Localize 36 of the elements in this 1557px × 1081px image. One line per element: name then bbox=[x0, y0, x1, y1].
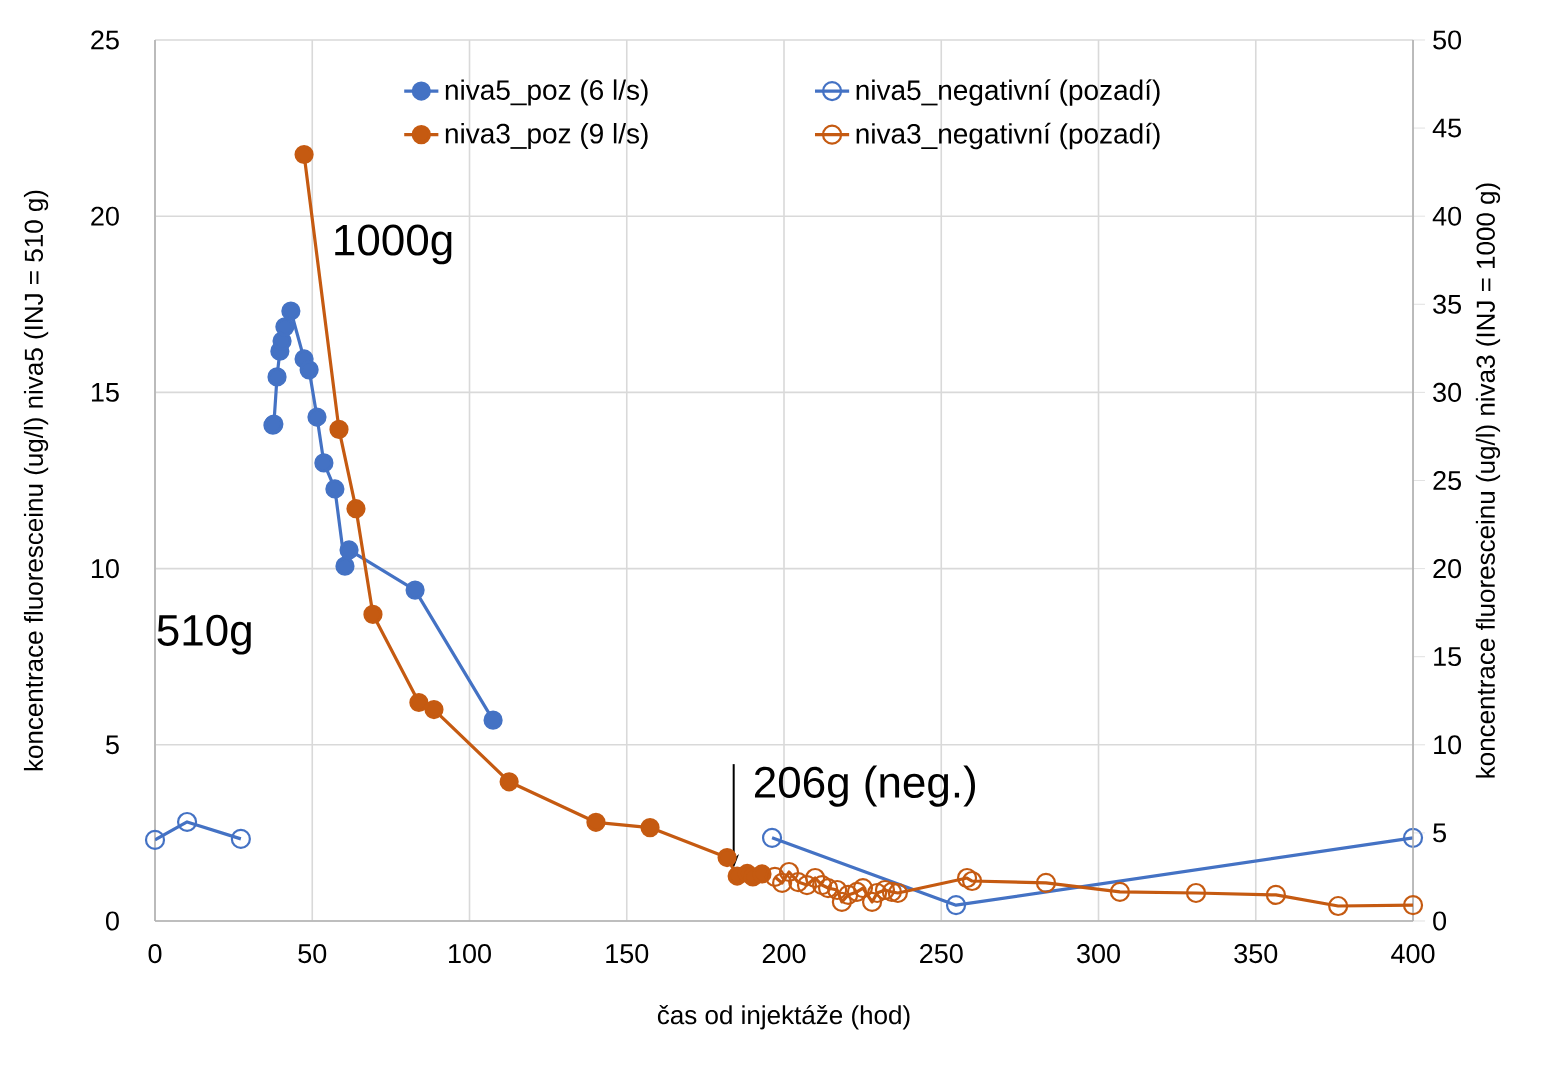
y-tick-label: 25 bbox=[91, 30, 119, 50]
y-axis-title: koncentrace fluoresceinu (ug/l) niva5 (INJ = 510 g) bbox=[23, 190, 49, 771]
y2-tick-label: 50 bbox=[1433, 30, 1462, 50]
legend-label: niva3_negativní (pozadí) bbox=[856, 122, 1160, 150]
legend-label: niva5_negativní (pozadí) bbox=[856, 79, 1160, 106]
legend-label: niva3_poz (9 l/s) bbox=[445, 123, 648, 150]
y2-tick-label: 5 bbox=[1433, 823, 1446, 843]
x-tick-label: 50 bbox=[298, 944, 327, 964]
y2-tick-label: 30 bbox=[1433, 382, 1462, 402]
y2-tick-label: 10 bbox=[1434, 735, 1462, 755]
x-tick-label: 0 bbox=[148, 944, 162, 964]
y-tick-label: 15 bbox=[91, 382, 119, 402]
y2-axis-title: koncentrace fluoresceinu (ug/l) niva3 (INJ = 1000 g) bbox=[1475, 183, 1501, 778]
x-tick-label: 400 bbox=[1391, 944, 1435, 964]
y2-tick-label: 35 bbox=[1433, 294, 1461, 314]
x-tick-label: 200 bbox=[762, 944, 806, 964]
y2-tick-label: 20 bbox=[1433, 559, 1462, 579]
y2-tick-label: 45 bbox=[1432, 118, 1461, 138]
y2-tick-label: 15 bbox=[1434, 647, 1461, 667]
y-tick-label: 0 bbox=[105, 911, 119, 931]
y2-tick-label: 40 bbox=[1432, 206, 1462, 226]
y-tick-label: 10 bbox=[91, 559, 119, 579]
y2-tick-label: 25 bbox=[1433, 470, 1461, 491]
y-tick-label: 5 bbox=[105, 735, 119, 755]
y-tick-label: 20 bbox=[91, 206, 119, 226]
y2-tick-label: 0 bbox=[1433, 911, 1447, 931]
legend-label: niva5_poz (6 l/s) bbox=[445, 79, 648, 106]
x-tick-label: 100 bbox=[449, 944, 491, 964]
annotation: 510g bbox=[157, 614, 251, 655]
x-tick-label: 300 bbox=[1077, 944, 1120, 964]
annotation: 1000g bbox=[335, 224, 452, 265]
x-tick-label: 150 bbox=[606, 944, 649, 964]
x-tick-label: 350 bbox=[1234, 944, 1278, 964]
x-axis-title: čas od injektáže (hod) bbox=[657, 1004, 910, 1030]
x-tick-label: 250 bbox=[920, 944, 963, 964]
annotation: 206g (neg.) bbox=[754, 765, 975, 807]
